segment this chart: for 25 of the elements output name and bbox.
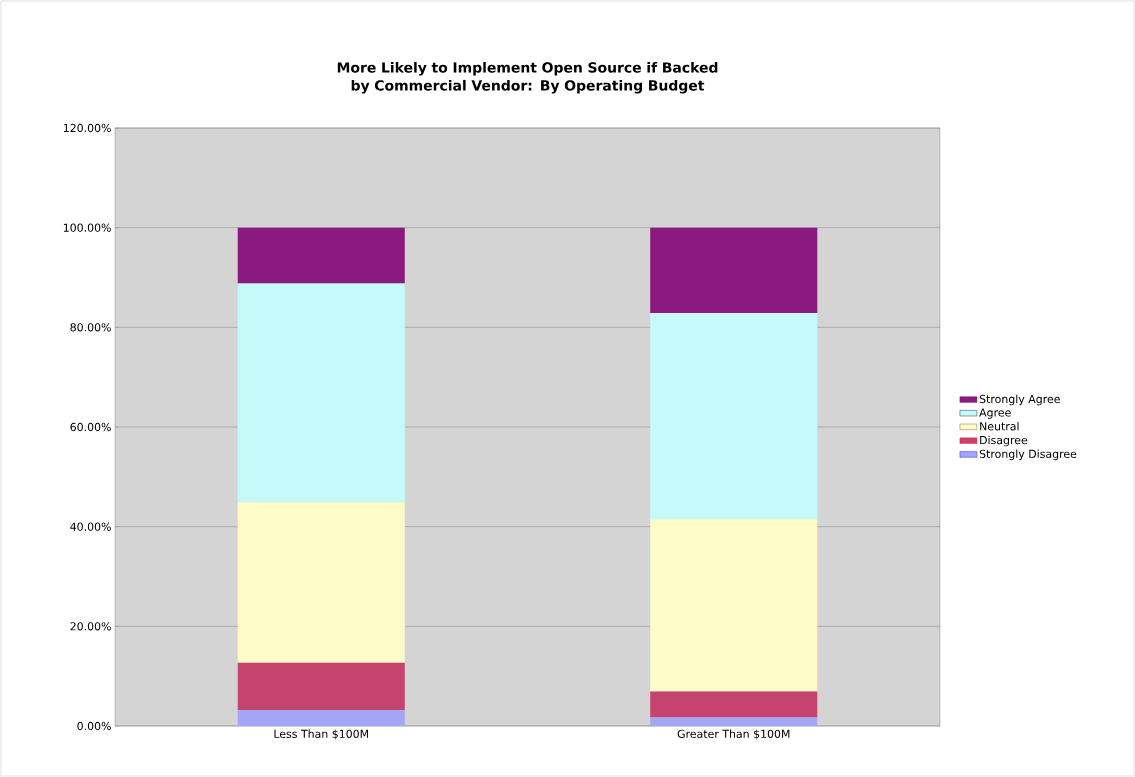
y-tick-label: 0.00%	[77, 721, 111, 731]
bar	[237, 227, 405, 284]
bar	[650, 691, 818, 718]
y-tick-label: 120.00%	[63, 123, 111, 133]
y-tick-label: 40.00%	[70, 522, 111, 531]
bar	[650, 312, 818, 520]
x-tick-label: Less Than $100M	[274, 729, 369, 740]
bar	[237, 662, 405, 711]
legend-label: Strongly Disagree	[979, 449, 1077, 461]
bar	[237, 283, 405, 503]
bar	[237, 710, 405, 726]
legend-label: Disagree	[980, 435, 1028, 447]
bar	[650, 717, 818, 726]
bar	[237, 502, 405, 663]
y-tick-label: 60.00%	[70, 422, 111, 432]
legend-label: Strongly Agree	[979, 394, 1060, 406]
bar	[650, 519, 818, 692]
legend-label: Agree	[979, 408, 1011, 419]
y-tick-label: 20.00%	[70, 622, 111, 631]
y-tick-label: 100.00%	[63, 223, 111, 232]
bar	[650, 227, 818, 313]
chart-title: More Likely to Implement Open Source if Backed by Commercial Vendor: By Operating Budget	[337, 61, 718, 94]
y-tick-label: 80.00%	[70, 323, 111, 332]
x-tick-label: Greater Than $100M	[677, 729, 790, 740]
legend-label: Neutral	[980, 421, 1019, 431]
